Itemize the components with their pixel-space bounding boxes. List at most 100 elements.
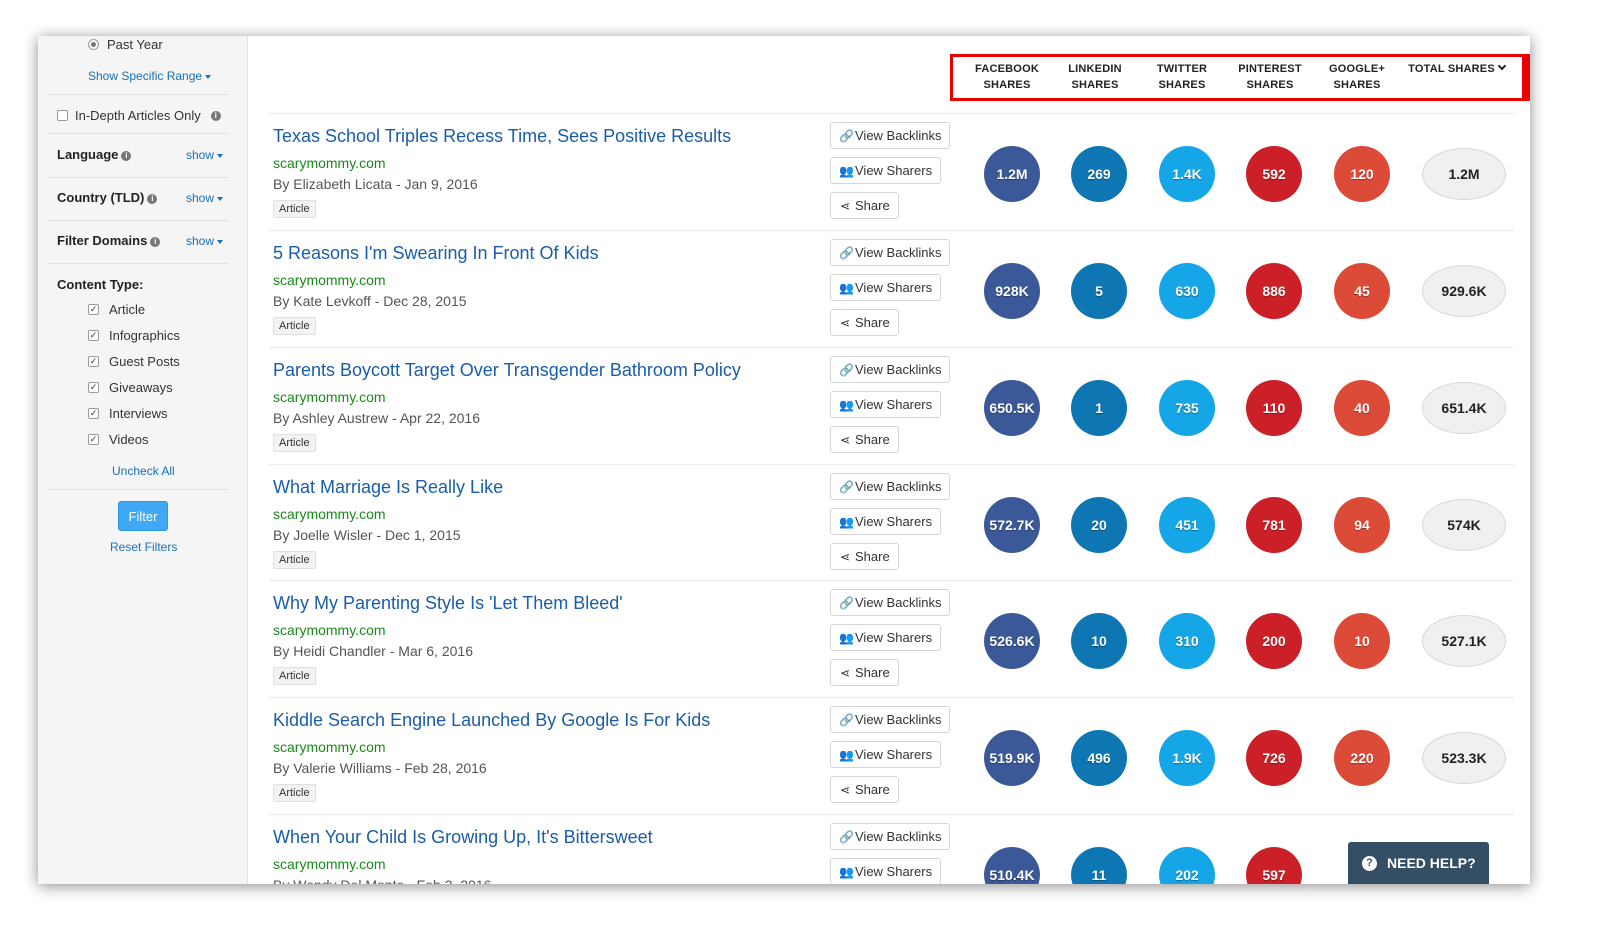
past-year-option[interactable]: Past Year bbox=[88, 37, 163, 52]
users-icon: 👥 bbox=[839, 514, 854, 529]
view-sharers-button[interactable]: 👥 View Sharers bbox=[830, 741, 942, 768]
interviews-checkbox[interactable] bbox=[88, 408, 99, 419]
article-title-link[interactable]: When Your Child Is Growing Up, It's Bitt… bbox=[273, 827, 653, 847]
article-domain[interactable]: scarymommy.com bbox=[273, 506, 386, 522]
article-checkbox[interactable] bbox=[88, 304, 99, 315]
info-icon[interactable]: i bbox=[147, 193, 158, 204]
total-shares-count: 651.4K bbox=[1422, 382, 1506, 434]
facebook-shares-header[interactable]: FACEBOOK SHARES bbox=[975, 63, 1039, 91]
googleplus-shares-count: 45 bbox=[1334, 263, 1390, 319]
total-shares-count: 929.6K bbox=[1422, 265, 1506, 317]
content-type-infographics[interactable]: Infographics bbox=[88, 328, 180, 343]
divider bbox=[48, 220, 229, 221]
pinterest-shares-header[interactable]: PINTEREST SHARES bbox=[1238, 63, 1302, 91]
show-specific-range-link[interactable]: Show Specific Range bbox=[88, 68, 212, 83]
view-backlinks-button[interactable]: 🔗 View Backlinks bbox=[830, 589, 951, 616]
content-type-giveaways[interactable]: Giveaways bbox=[88, 380, 173, 395]
in-depth-checkbox[interactable] bbox=[57, 110, 68, 121]
share-button[interactable]: ⋖ Share bbox=[830, 776, 899, 803]
googleplus-shares-header[interactable]: GOOGLE+ SHARES bbox=[1328, 63, 1386, 91]
infographics-checkbox[interactable] bbox=[88, 330, 99, 341]
view-sharers-button[interactable]: 👥 View Sharers bbox=[830, 274, 942, 301]
caret-down-icon bbox=[217, 153, 223, 158]
article-row: Kiddle Search Engine Launched By Google … bbox=[269, 697, 1514, 814]
pinterest-shares-count: 200 bbox=[1246, 613, 1302, 669]
twitter-shares-header[interactable]: TWITTER SHARES bbox=[1156, 63, 1208, 91]
twitter-shares-count: 630 bbox=[1159, 263, 1215, 319]
view-backlinks-button[interactable]: 🔗 View Backlinks bbox=[830, 823, 951, 850]
view-sharers-button[interactable]: 👥 View Sharers bbox=[830, 157, 942, 184]
article-title-link[interactable]: What Marriage Is Really Like bbox=[273, 477, 504, 497]
giveaways-checkbox[interactable] bbox=[88, 382, 99, 393]
article-title-link[interactable]: Why My Parenting Style Is 'Let Them Blee… bbox=[273, 593, 623, 613]
view-backlinks-button[interactable]: 🔗 View Backlinks bbox=[830, 706, 951, 733]
link-icon: 🔗 bbox=[839, 829, 854, 844]
share-columns-highlight bbox=[950, 54, 1530, 101]
content-type-videos[interactable]: Videos bbox=[88, 432, 149, 447]
share-button[interactable]: ⋖ Share bbox=[830, 192, 899, 219]
videos-checkbox[interactable] bbox=[88, 434, 99, 445]
article-title-link[interactable]: Kiddle Search Engine Launched By Google … bbox=[273, 710, 711, 730]
view-backlinks-button[interactable]: 🔗 View Backlinks bbox=[830, 356, 951, 383]
view-sharers-button[interactable]: 👥 View Sharers bbox=[830, 858, 942, 884]
view-backlinks-button[interactable]: 🔗 View Backlinks bbox=[830, 239, 951, 266]
share-button[interactable]: ⋖ Share bbox=[830, 426, 899, 453]
reset-filters-link[interactable]: Reset Filters bbox=[110, 540, 178, 554]
need-help-button[interactable]: ? NEED HELP? bbox=[1348, 842, 1489, 884]
view-sharers-button[interactable]: 👥 View Sharers bbox=[830, 508, 942, 535]
article-domain[interactable]: scarymommy.com bbox=[273, 739, 386, 755]
content-type-article[interactable]: Article bbox=[88, 302, 145, 317]
twitter-shares-count: 1.9K bbox=[1159, 730, 1215, 786]
view-backlinks-button[interactable]: 🔗 View Backlinks bbox=[830, 473, 951, 500]
content-type-guest-posts[interactable]: Guest Posts bbox=[88, 354, 180, 369]
linkedin-shares-count: 1 bbox=[1071, 380, 1127, 436]
info-icon[interactable]: i bbox=[210, 110, 221, 121]
article-title-link[interactable]: 5 Reasons I'm Swearing In Front Of Kids bbox=[273, 243, 599, 263]
in-depth-option[interactable]: In-Depth Articles Only i bbox=[57, 108, 221, 123]
caret-down-icon bbox=[217, 196, 223, 201]
share-button[interactable]: ⋖ Share bbox=[830, 543, 899, 570]
twitter-shares-count: 451 bbox=[1159, 497, 1215, 553]
guest-posts-checkbox[interactable] bbox=[88, 356, 99, 367]
content-type-interviews[interactable]: Interviews bbox=[88, 406, 168, 421]
share-button[interactable]: ⋖ Share bbox=[830, 659, 899, 686]
article-domain[interactable]: scarymommy.com bbox=[273, 856, 386, 872]
googleplus-shares-count: 120 bbox=[1334, 146, 1390, 202]
divider bbox=[48, 94, 229, 95]
linkedin-shares-count: 11 bbox=[1071, 847, 1127, 884]
filter-button[interactable]: Filter bbox=[118, 501, 168, 531]
caret-down-icon bbox=[217, 239, 223, 244]
view-sharers-button[interactable]: 👥 View Sharers bbox=[830, 391, 942, 418]
article-domain[interactable]: scarymommy.com bbox=[273, 389, 386, 405]
users-icon: 👥 bbox=[839, 747, 854, 762]
info-icon[interactable]: i bbox=[150, 236, 161, 247]
users-icon: 👥 bbox=[839, 163, 854, 178]
past-year-label: Past Year bbox=[107, 37, 163, 52]
info-icon[interactable]: i bbox=[121, 150, 132, 161]
share-icon: ⋖ bbox=[839, 665, 851, 680]
results-panel: FACEBOOK SHARES LINKEDIN SHARES TWITTER SHA… bbox=[249, 36, 1530, 884]
article-domain[interactable]: scarymommy.com bbox=[273, 272, 386, 288]
facebook-shares-count: 1.2M bbox=[984, 146, 1040, 202]
domains-show-toggle[interactable]: show bbox=[186, 233, 223, 248]
article-title-link[interactable]: Texas School Triples Recess Time, Sees P… bbox=[273, 126, 732, 146]
past-year-radio[interactable] bbox=[88, 39, 99, 50]
share-button[interactable]: ⋖ Share bbox=[830, 309, 899, 336]
linkedin-shares-header[interactable]: LINKEDIN SHARES bbox=[1068, 63, 1122, 91]
country-show-toggle[interactable]: show bbox=[186, 190, 223, 205]
googleplus-shares-count: 40 bbox=[1334, 380, 1390, 436]
article-title-link[interactable]: Parents Boycott Target Over Transgender … bbox=[273, 360, 741, 380]
view-backlinks-button[interactable]: 🔗 View Backlinks bbox=[830, 122, 951, 149]
linkedin-shares-count: 10 bbox=[1071, 613, 1127, 669]
view-sharers-button[interactable]: 👥 View Sharers bbox=[830, 624, 942, 651]
question-icon: ? bbox=[1362, 855, 1377, 871]
facebook-shares-count: 510.4K bbox=[984, 847, 1040, 884]
twitter-shares-count: 202 bbox=[1159, 847, 1215, 884]
uncheck-all-link[interactable]: Uncheck All bbox=[112, 464, 175, 478]
total-shares-header[interactable]: TOTAL SHARES bbox=[1399, 61, 1514, 77]
content-type-badge: Article bbox=[273, 317, 316, 335]
pinterest-shares-count: 726 bbox=[1246, 730, 1302, 786]
article-domain[interactable]: scarymommy.com bbox=[273, 622, 386, 638]
article-domain[interactable]: scarymommy.com bbox=[273, 155, 386, 171]
language-show-toggle[interactable]: show bbox=[186, 147, 223, 162]
